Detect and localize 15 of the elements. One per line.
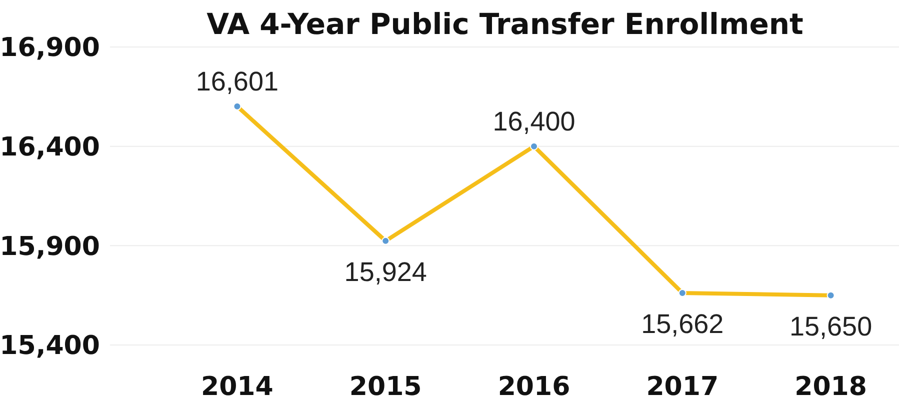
data-label: 15,662 <box>641 308 724 339</box>
x-tick-label: 2018 <box>794 372 867 402</box>
x-tick-label: 2017 <box>646 372 719 402</box>
y-tick-label: 16,400 <box>0 132 100 162</box>
y-tick-label: 16,900 <box>0 33 100 64</box>
x-tick-label: 2016 <box>498 372 570 402</box>
data-label: 16,400 <box>492 106 576 136</box>
data-label: 15,924 <box>344 256 427 287</box>
x-tick-label: 2014 <box>201 372 274 402</box>
data-label: 15,650 <box>790 311 872 342</box>
y-tick-label: 15,900 <box>0 232 100 262</box>
data-label: 16,601 <box>196 66 278 96</box>
chart-title: VA 4-Year Public Transfer Enrollment <box>206 7 804 41</box>
y-tick-label: 15,400 <box>0 331 100 362</box>
x-tick-label: 2015 <box>349 372 422 402</box>
